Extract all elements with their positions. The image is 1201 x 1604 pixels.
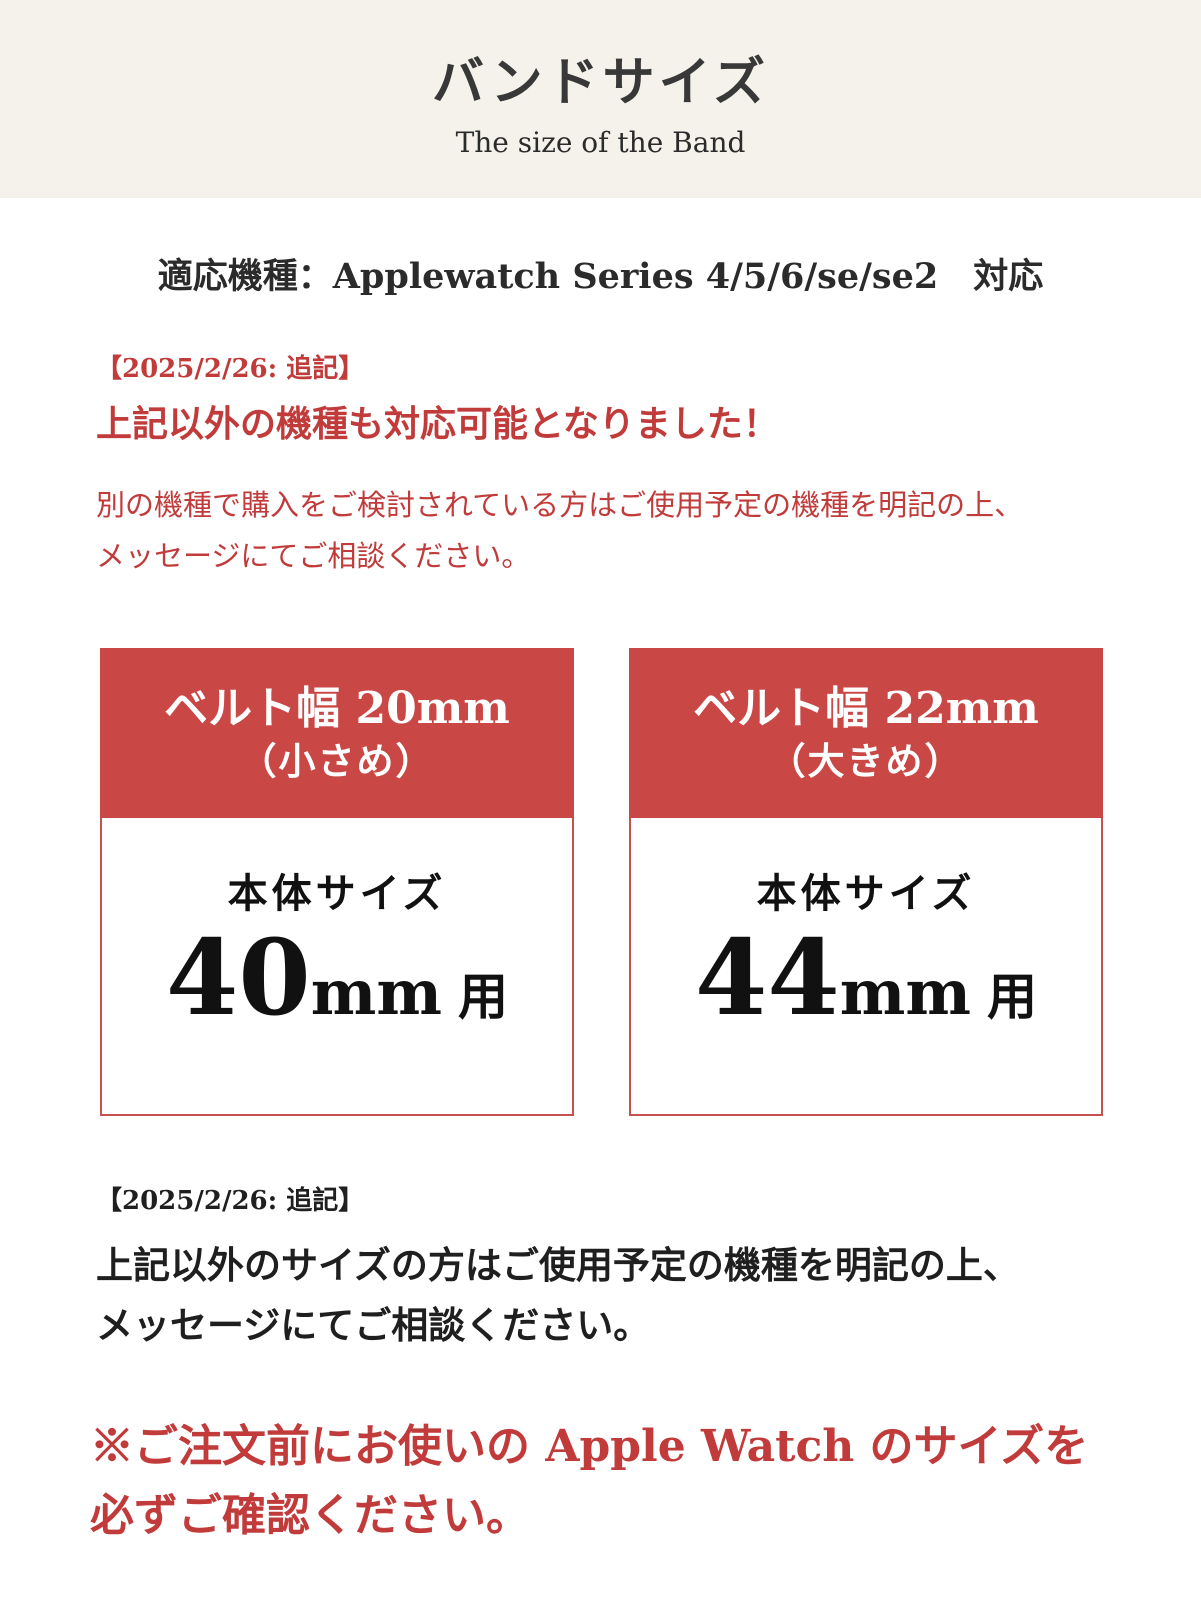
case-size-label: 本体サイズ [756,870,976,918]
size-card-20mm: ベルト幅 20mm （小さめ） 本体サイズ 40 mm 用 [100,648,574,1117]
size-warning: ※ご注文前にお使いの Apple Watch のサイズを 必ずご確認ください。 [90,1412,1121,1552]
notice-top-body-line1: 別の機種で購入をご検討されている方はご使用予定の機種を明記の上、 [96,488,1024,523]
notice-bottom-body-line2: メッセージにてご相談ください。 [96,1302,651,1347]
page-subtitle: The size of the Band [455,125,746,159]
notice-bottom-body-line1: 上記以外のサイズの方はご使用予定の機種を明記の上、 [96,1242,1020,1287]
case-size-unit: mm [310,956,442,1030]
compatible-models-line: 適応機種：Applewatch Series 4/5/6/se/se2 対応 [157,256,1044,297]
case-size-number: 40 [166,916,311,1040]
fit-label: （大きめ） [768,738,964,783]
band-width-label: ベルト幅 20mm [164,682,510,734]
size-card-20mm-body: 本体サイズ 40 mm 用 [100,818,574,1117]
case-size-number: 44 [695,916,840,1040]
band-width-label: ベルト幅 22mm [693,682,1039,734]
case-size-value: 40 mm 用 [102,926,572,1030]
case-size-suffix: 用 [457,967,508,1027]
size-card-20mm-header: ベルト幅 20mm （小さめ） [100,648,574,819]
size-cards-row: ベルト幅 20mm （小さめ） 本体サイズ 40 mm 用 ベルト幅 22mm … [100,648,1103,1117]
size-card-22mm-body: 本体サイズ 44 mm 用 [629,818,1103,1117]
notice-top-body-line2: メッセージにてご相談ください。 [96,539,531,574]
size-warning-line2: 必ずご確認ください。 [90,1490,530,1542]
case-size-unit: mm [839,956,971,1030]
size-card-22mm: ベルト幅 22mm （大きめ） 本体サイズ 44 mm 用 [629,648,1103,1117]
notice-top: 【2025/2/26: 追記】 上記以外の機種も対応可能となりました！ 別の機種… [96,354,1111,582]
case-size-suffix: 用 [986,967,1037,1027]
size-warning-line1: ※ご注文前にお使いの Apple Watch のサイズを [90,1420,1089,1472]
notice-top-date-label: 【2025/2/26: 追記】 [96,354,365,384]
notice-bottom: 【2025/2/26: 追記】 上記以外のサイズの方はご使用予定の機種を明記の上… [96,1186,1111,1355]
fit-label: （小さめ） [239,738,435,783]
case-size-value: 44 mm 用 [631,926,1101,1030]
size-card-22mm-header: ベルト幅 22mm （大きめ） [629,648,1103,819]
notice-top-headline: 上記以外の機種も対応可能となりました！ [96,403,779,446]
notice-bottom-date-label: 【2025/2/26: 追記】 [96,1186,365,1217]
page-header: バンドサイズ The size of the Band [0,0,1201,198]
page-title: バンドサイズ [431,52,770,113]
case-size-label: 本体サイズ [227,870,447,918]
